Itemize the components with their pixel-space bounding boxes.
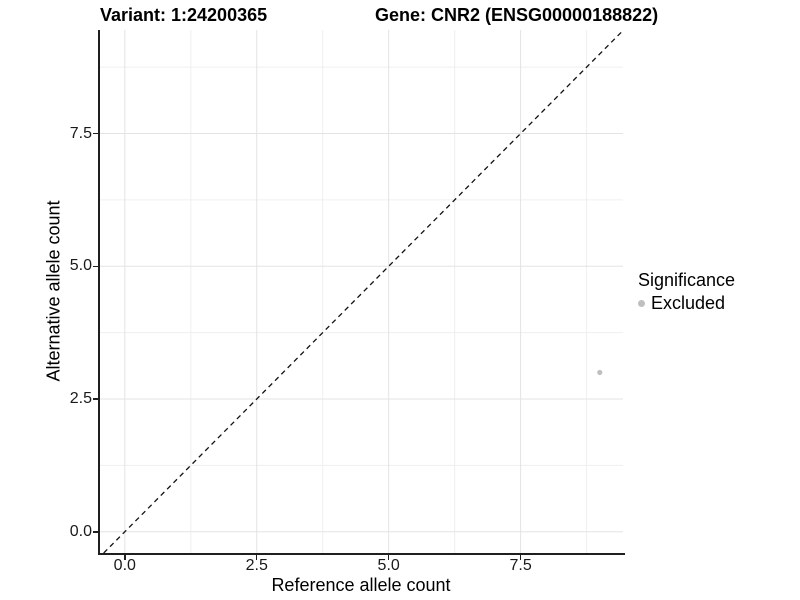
y-tick-label: 2.5 [69, 390, 92, 408]
y-tick-mark [93, 132, 98, 135]
y-tick-mark [93, 265, 98, 268]
x-tick-label: 7.5 [509, 557, 532, 574]
x-axis-label: Reference allele count [271, 575, 451, 595]
plot-panel [100, 30, 623, 553]
legend: Significance Excluded [638, 270, 735, 314]
plot-canvas [100, 30, 623, 553]
legend-item-label: Excluded [651, 293, 726, 313]
plot-title-variant: Variant: 1:24200365 [100, 5, 268, 25]
x-tick-label: 0.0 [113, 557, 136, 574]
y-tick-label: 0.0 [69, 522, 92, 540]
x-tick-mark [519, 555, 522, 560]
y-tick-label: 7.5 [69, 124, 92, 142]
identity-reference-line [103, 30, 623, 553]
legend-item-excluded: Excluded [638, 293, 735, 314]
x-tick-label: 2.5 [245, 557, 268, 574]
y-tick-mark [93, 398, 98, 400]
data-point-excluded [597, 369, 603, 376]
y-axis-line [98, 30, 100, 555]
x-tick-mark [387, 555, 390, 560]
x-axis-line [98, 553, 625, 555]
plot-title-gene: Gene: CNR2 (ENSG00000188822) [375, 5, 659, 25]
legend-title: Significance [638, 270, 736, 290]
y-tick-mark [93, 531, 98, 533]
x-tick-mark [255, 555, 258, 560]
x-tick-label: 5.0 [377, 557, 400, 574]
y-axis-label: Alternative allele count [43, 200, 64, 382]
y-tick-label: 5.0 [69, 257, 92, 275]
x-tick-mark [124, 555, 126, 560]
legend-key-dot [638, 300, 645, 307]
